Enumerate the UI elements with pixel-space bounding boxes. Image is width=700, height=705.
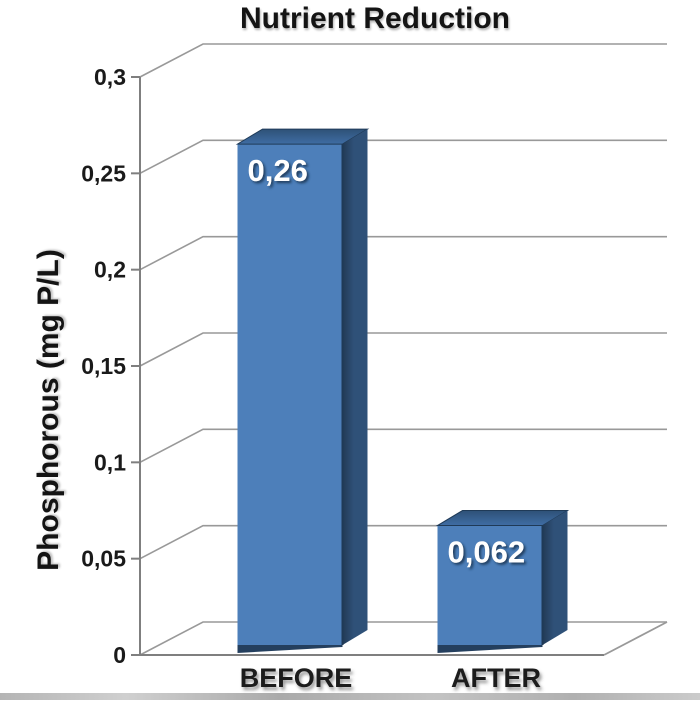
y-tick-label: 0,1: [94, 449, 126, 475]
gridline: [139, 428, 667, 464]
bar-side-face: [542, 510, 568, 645]
gridline: [139, 621, 667, 656]
bar-front-face: [437, 525, 543, 645]
bar-before: 0,26: [235, 128, 370, 653]
bottom-edge-band: [0, 693, 700, 700]
gridline: [139, 332, 667, 367]
y-tick-label: 0,2: [94, 257, 126, 283]
y-tick-label: 0,15: [81, 353, 126, 379]
gridline: [139, 235, 667, 271]
gridline: [139, 139, 667, 175]
bar-value-label: 0,062: [448, 535, 526, 570]
chart-title: Nutrient Reduction: [240, 2, 510, 35]
y-tick-label: 0,05: [81, 546, 126, 572]
y-tick-label: 0,25: [81, 160, 126, 186]
bar-value-label: 0,26: [248, 153, 308, 188]
bar-side-face: [342, 129, 368, 646]
y-axis-title: Phosphorous (mg P/L): [32, 249, 65, 571]
bar-after: 0,062: [435, 510, 570, 653]
floor-right-edge: [603, 621, 668, 656]
gridline: [139, 43, 667, 78]
category-label: AFTER: [451, 663, 541, 693]
bar-front-face: [237, 144, 343, 646]
y-tick-label: 0,3: [94, 64, 126, 90]
y-tick-label: 0: [113, 642, 126, 668]
gridline: [139, 524, 667, 560]
category-label: BEFORE: [240, 663, 353, 693]
